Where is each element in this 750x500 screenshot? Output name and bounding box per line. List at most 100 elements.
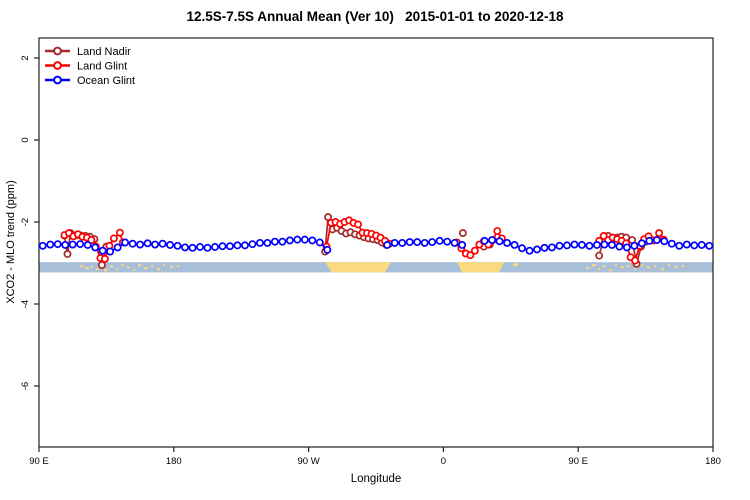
x-tick-label: 90 E bbox=[568, 456, 588, 467]
data-point bbox=[115, 228, 124, 237]
map-strip-island bbox=[176, 265, 179, 268]
data-point bbox=[76, 240, 85, 249]
data-point bbox=[555, 241, 564, 250]
map-strip-island bbox=[120, 264, 124, 267]
map-strip-island bbox=[157, 268, 161, 271]
data-point bbox=[255, 238, 264, 247]
data-point bbox=[97, 261, 106, 269]
data-point bbox=[660, 237, 669, 246]
data-point bbox=[166, 241, 175, 249]
data-point bbox=[466, 251, 475, 260]
map-strip-island bbox=[513, 263, 519, 267]
x-tick-label: 90 W bbox=[298, 456, 320, 467]
map-strip-island bbox=[104, 269, 109, 272]
data-point bbox=[495, 237, 504, 246]
x-tick-label: 180 bbox=[166, 456, 182, 467]
data-point bbox=[390, 238, 399, 247]
data-point bbox=[106, 247, 115, 256]
y-tick-label: 2 bbox=[20, 55, 31, 60]
data-point bbox=[300, 235, 309, 244]
data-point bbox=[615, 242, 624, 251]
map-strip-island bbox=[667, 264, 670, 267]
data-point bbox=[128, 239, 137, 248]
data-point bbox=[705, 241, 714, 250]
data-point bbox=[577, 241, 586, 249]
map-strip-island bbox=[681, 265, 684, 268]
data-point bbox=[173, 241, 182, 250]
data-point bbox=[540, 243, 549, 252]
data-point bbox=[398, 238, 407, 247]
y-tick-label: -2 bbox=[20, 218, 31, 226]
data-point bbox=[503, 238, 512, 247]
data-point bbox=[518, 244, 526, 253]
data-point bbox=[233, 241, 242, 250]
map-strip-island bbox=[84, 267, 89, 270]
data-point bbox=[488, 236, 497, 244]
data-point bbox=[46, 240, 55, 249]
data-point bbox=[413, 238, 422, 247]
data-point bbox=[109, 234, 118, 243]
map-strip-island bbox=[639, 264, 643, 267]
x-axis-label: Longitude bbox=[350, 473, 402, 485]
data-point bbox=[143, 239, 152, 248]
data-point bbox=[682, 240, 691, 249]
data-point bbox=[655, 229, 664, 238]
series-land-glint bbox=[60, 216, 668, 265]
map-strip-island bbox=[138, 264, 142, 267]
legend-label: Land Glint bbox=[77, 61, 127, 73]
data-point bbox=[592, 241, 601, 249]
data-point bbox=[525, 246, 534, 255]
data-point bbox=[533, 245, 541, 254]
data-point bbox=[308, 236, 317, 245]
data-point bbox=[600, 240, 609, 249]
data-point bbox=[87, 236, 96, 244]
data-point bbox=[450, 238, 459, 247]
data-point bbox=[240, 241, 249, 250]
data-point bbox=[151, 240, 160, 249]
chart-title: 12.5S-7.5S Annual Mean (Ver 10) 2015-01-… bbox=[186, 9, 564, 24]
map-strip-island bbox=[646, 266, 650, 269]
x-tick-label: 90 E bbox=[29, 456, 49, 467]
y-tick-label: -4 bbox=[20, 300, 31, 308]
data-point bbox=[652, 236, 661, 244]
data-point bbox=[548, 243, 556, 252]
data-point bbox=[667, 239, 676, 248]
data-point bbox=[113, 243, 122, 252]
data-point bbox=[697, 241, 706, 249]
data-point bbox=[226, 242, 234, 251]
map-strip-island bbox=[80, 265, 84, 268]
data-point bbox=[63, 250, 72, 258]
data-point bbox=[218, 242, 227, 251]
map-strip-island bbox=[591, 264, 596, 267]
map-strip-island bbox=[109, 265, 113, 268]
map-strip-island bbox=[151, 265, 154, 268]
data-point bbox=[68, 240, 77, 249]
data-point bbox=[91, 243, 100, 252]
data-point bbox=[158, 239, 167, 248]
x-tick-label: 180 bbox=[705, 456, 721, 467]
data-point bbox=[690, 241, 699, 250]
data-point bbox=[631, 256, 640, 265]
data-point bbox=[315, 238, 324, 247]
data-point bbox=[285, 236, 294, 245]
data-point bbox=[607, 241, 616, 249]
data-point bbox=[470, 246, 479, 255]
data-point bbox=[458, 241, 467, 249]
map-strip-island bbox=[626, 265, 630, 268]
data-point bbox=[324, 213, 333, 222]
map-strip-island bbox=[132, 269, 135, 272]
data-point bbox=[278, 237, 287, 246]
data-point bbox=[248, 240, 257, 249]
map-strip-island bbox=[95, 268, 99, 271]
map-strip-island bbox=[163, 264, 166, 267]
data-point bbox=[585, 241, 594, 250]
x-tick-label: 0 bbox=[441, 456, 446, 467]
data-point bbox=[675, 241, 684, 250]
data-point bbox=[405, 238, 414, 247]
data-point bbox=[630, 241, 639, 250]
map-strip-island bbox=[674, 266, 678, 269]
map-strip-island bbox=[585, 267, 589, 270]
legend-marker-point bbox=[53, 61, 62, 70]
data-point bbox=[61, 241, 70, 249]
